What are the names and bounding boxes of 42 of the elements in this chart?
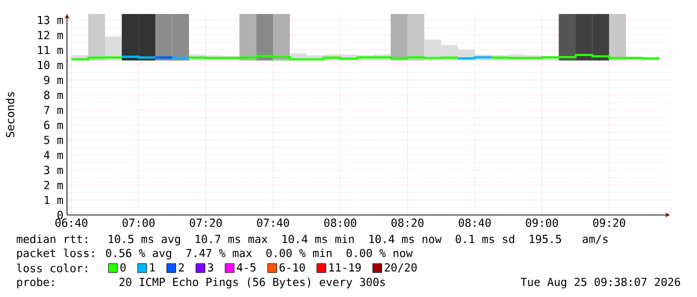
text: Tue Aug 25 09:38:07 2026 — [520, 278, 680, 288]
y-axis-title: Seconds — [6, 92, 14, 138]
x-tick-label: 07:40 — [257, 218, 290, 227]
bar — [256, 14, 274, 60]
y-tick-label: 4 m — [44, 150, 63, 160]
y-tick-label: 13 m — [38, 16, 63, 24]
legend-title: loss color: — [17, 264, 88, 272]
y-tick-label: 6 m — [44, 120, 63, 130]
legend-label: 0 — [120, 263, 126, 272]
x-tick-label: 09:20 — [593, 218, 626, 227]
y-tick-label: 2 m — [44, 180, 63, 190]
y-tick-label: 7 m — [44, 106, 63, 114]
y-tick-label: 8 m — [44, 90, 63, 100]
y-tick-label: 11 m — [38, 46, 63, 54]
x-tick-label: 08:20 — [392, 218, 424, 227]
x-tick-label: 06:40 — [55, 218, 88, 227]
bar — [558, 14, 576, 60]
x-tick-label: 09:00 — [526, 218, 558, 227]
y-tick-label: 5 m — [44, 136, 63, 144]
text: probe: 20 ICMP Echo Pings (56 Bytes) every 300s — [17, 278, 385, 288]
legend-label: 2 — [178, 263, 184, 272]
x-tick-label: 08:00 — [324, 218, 356, 227]
x-tick-label: 08:40 — [458, 218, 491, 227]
y-tick-label: 0 — [58, 210, 63, 220]
legend-label: 6-10 — [280, 263, 305, 272]
legend-label: 11-19 — [329, 263, 361, 272]
legend-label: 4-5 — [236, 263, 256, 272]
bar — [88, 14, 105, 60]
legend-label: 1 — [150, 263, 155, 272]
x-tick-label: 07:00 — [122, 218, 155, 227]
text: median rtt: 10.5 ms avg 10.7 ms max 10.4 ms min 10.4 ms now 0.1 ms sd 195.5 am/s — [16, 234, 608, 246]
text: packet loss: 0.56 % avg 7.47 % max 0.00 % min 0.00 % now — [17, 248, 413, 260]
bar — [609, 14, 626, 60]
bar — [407, 14, 424, 60]
x-tick-label: 07:20 — [190, 218, 222, 227]
y-tick-label: 12 m — [38, 30, 63, 40]
legend-label: 3 — [208, 263, 214, 272]
legend-label: 20/20 — [384, 263, 417, 272]
y-tick-label: 10 m — [38, 60, 63, 70]
y-tick-label: 9 m — [44, 76, 63, 84]
y-tick-label: 1 m — [44, 196, 63, 204]
y-tick-label: 3 m — [44, 166, 63, 174]
